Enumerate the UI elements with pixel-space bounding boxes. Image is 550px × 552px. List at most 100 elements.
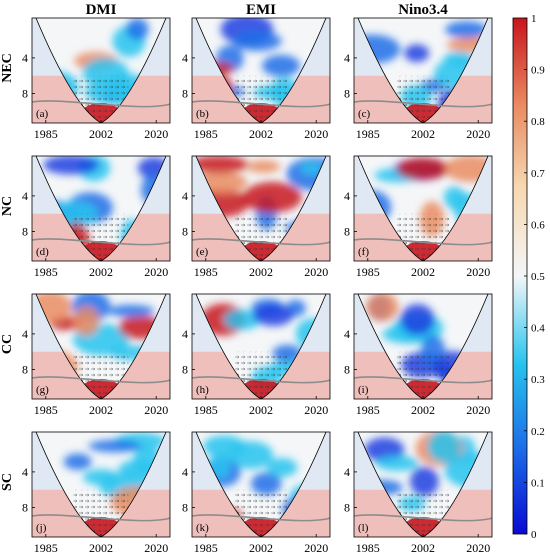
panel-label: (l) <box>358 522 369 534</box>
panel-label: (h) <box>196 384 209 396</box>
panel-6: 4 8 1985 2002 2020 (g) <box>22 293 171 417</box>
x-tick-label: 1985 <box>34 127 58 141</box>
cone-of-influence <box>35 156 167 261</box>
y-tick-label: 4 <box>344 189 350 203</box>
colorbar-tick-label: 0.8 <box>531 116 545 128</box>
panel-10: 4 8 1985 2002 2020 (k) <box>182 431 331 552</box>
x-tick-label: 2002 <box>411 403 435 417</box>
colorbar-tick-label: 0.3 <box>531 374 545 386</box>
x-tick-label: 1985 <box>194 541 218 552</box>
cone-of-influence <box>357 432 489 537</box>
cone-of-influence <box>35 432 167 537</box>
x-tick-label: 1985 <box>34 265 58 279</box>
column-title-0: DMI <box>86 2 117 18</box>
colorbar-tick-label: 0.2 <box>531 426 545 438</box>
y-tick-label: 4 <box>344 51 350 65</box>
panel-11: 4 8 1985 2002 2020 (l) <box>344 431 493 552</box>
x-tick-label: 2020 <box>144 265 168 279</box>
y-tick-label: 4 <box>22 327 28 341</box>
row-title-2: CC <box>0 334 15 354</box>
y-tick-label: 4 <box>22 51 28 65</box>
panel-label: (d) <box>36 246 49 258</box>
y-tick-label: 4 <box>182 189 188 203</box>
panel-label: (i) <box>358 384 369 396</box>
x-tick-label: 2002 <box>89 541 113 552</box>
colorbar-tick-label: 0 <box>531 529 537 541</box>
x-tick-label: 2002 <box>249 541 273 552</box>
colorbar-tick-label: 0.7 <box>531 168 545 180</box>
y-tick-label: 8 <box>22 363 28 377</box>
cone-of-influence <box>195 18 327 123</box>
colorbar-tick-label: 1 <box>531 13 537 25</box>
x-tick-label: 2020 <box>144 127 168 141</box>
x-tick-label: 1985 <box>356 403 380 417</box>
y-tick-label: 8 <box>182 225 188 239</box>
panel-label: (a) <box>36 108 49 120</box>
row-title-0: NEC <box>0 53 15 83</box>
y-tick-label: 8 <box>182 87 188 101</box>
x-tick-label: 2002 <box>249 403 273 417</box>
y-tick-label: 8 <box>182 501 188 515</box>
panel-4: 4 8 1985 2002 2020 (e) <box>182 155 331 279</box>
row-title-3: SC <box>0 473 15 491</box>
x-tick-label: 2002 <box>411 265 435 279</box>
x-tick-label: 1985 <box>194 127 218 141</box>
x-tick-label: 1985 <box>356 541 380 552</box>
panel-label: (e) <box>196 246 209 258</box>
x-tick-label: 2002 <box>89 403 113 417</box>
panel-5: 4 8 1985 2002 2020 (f) <box>344 155 493 279</box>
y-tick-label: 4 <box>344 327 350 341</box>
y-tick-label: 8 <box>344 363 350 377</box>
y-tick-label: 8 <box>22 225 28 239</box>
column-title-2: Nino3.4 <box>398 2 448 18</box>
x-tick-label: 1985 <box>34 403 58 417</box>
y-tick-label: 4 <box>182 51 188 65</box>
panel-label: (b) <box>196 108 209 120</box>
x-tick-label: 2020 <box>144 403 168 417</box>
x-tick-label: 2002 <box>249 265 273 279</box>
x-tick-label: 2020 <box>144 541 168 552</box>
y-tick-label: 4 <box>182 327 188 341</box>
colorbar-tick-label: 0.4 <box>531 323 545 335</box>
column-title-1: EMI <box>246 2 276 18</box>
cone-of-influence <box>195 294 327 399</box>
cone-of-influence <box>35 294 167 399</box>
x-tick-label: 2020 <box>466 541 490 552</box>
x-tick-label: 1985 <box>194 403 218 417</box>
panel-label: (j) <box>36 522 47 534</box>
panel-7: 4 8 1985 2002 2020 (h) <box>182 293 331 417</box>
y-tick-label: 8 <box>344 501 350 515</box>
colorbar-tick-label: 0.9 <box>531 65 545 77</box>
panel-3: 4 8 1985 2002 2020 (d) <box>22 155 171 279</box>
colorbar-tick-label: 0.5 <box>531 271 545 283</box>
y-tick-label: 8 <box>344 225 350 239</box>
cone-of-influence <box>357 294 489 399</box>
y-tick-label: 4 <box>344 465 350 479</box>
x-tick-label: 2020 <box>466 403 490 417</box>
x-tick-label: 2020 <box>304 541 328 552</box>
x-tick-label: 2020 <box>304 127 328 141</box>
x-tick-label: 1985 <box>356 265 380 279</box>
x-tick-label: 1985 <box>34 541 58 552</box>
x-tick-label: 2002 <box>89 127 113 141</box>
x-tick-label: 2020 <box>304 403 328 417</box>
x-tick-label: 2020 <box>304 265 328 279</box>
cone-of-influence <box>357 18 489 123</box>
panel-label: (f) <box>358 246 369 258</box>
panel-8: 4 8 1985 2002 2020 (i) <box>344 293 493 417</box>
panel-9: 4 8 1985 2002 2020 (j) <box>22 431 171 552</box>
cone-of-influence <box>35 18 167 123</box>
panel-label: (c) <box>358 108 371 120</box>
cone-of-influence <box>357 156 489 261</box>
x-tick-label: 1985 <box>356 127 380 141</box>
colorbar-tick-label: 0.6 <box>531 219 545 231</box>
y-tick-label: 4 <box>22 465 28 479</box>
cone-of-influence <box>195 156 327 261</box>
panel-label: (k) <box>196 522 209 534</box>
panel-1: 4 8 1985 2002 2020 (b) <box>182 17 331 141</box>
x-tick-label: 2002 <box>411 541 435 552</box>
panel-0: 4 8 1985 2002 2020 (a) <box>22 17 171 141</box>
y-tick-label: 8 <box>344 87 350 101</box>
x-tick-label: 1985 <box>194 265 218 279</box>
